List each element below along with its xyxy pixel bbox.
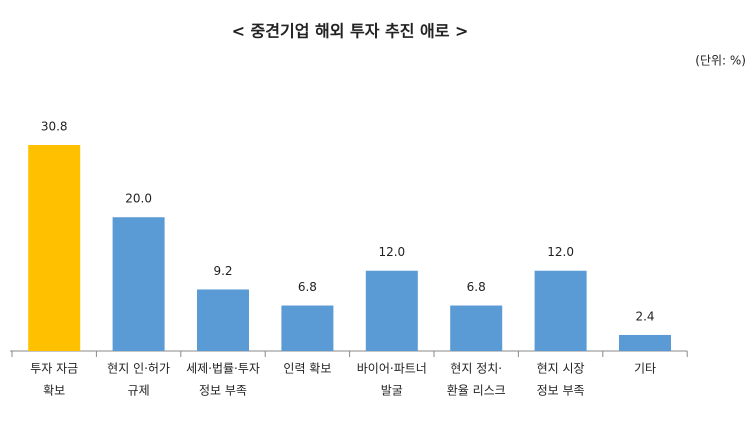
x-tick-label: 투자 자금 bbox=[30, 362, 78, 376]
x-tick-label: 현지 정치· bbox=[450, 362, 502, 376]
value-label: 6.8 bbox=[467, 280, 486, 294]
x-tick-label: 기타 bbox=[634, 362, 656, 376]
value-label: 2.4 bbox=[635, 309, 654, 323]
x-tick-label: 환율 리스크 bbox=[447, 384, 506, 398]
bar bbox=[197, 289, 249, 351]
x-tick-label: 현지 인·허가 bbox=[107, 362, 170, 376]
x-tick-label: 현지 시장 bbox=[537, 362, 585, 376]
bar bbox=[28, 145, 81, 351]
value-label: 30.8 bbox=[41, 120, 68, 134]
value-label: 12.0 bbox=[378, 245, 405, 259]
x-tick-label: 정보 부족 bbox=[199, 384, 247, 398]
bar bbox=[534, 270, 587, 351]
bar bbox=[365, 270, 418, 351]
x-tick-label: 확보 bbox=[43, 384, 65, 398]
x-tick-label: 발굴 bbox=[381, 384, 403, 398]
x-tick-label: 인력 확보 bbox=[283, 362, 331, 376]
value-label: 12.0 bbox=[547, 245, 574, 259]
bar bbox=[619, 334, 671, 351]
bar bbox=[112, 217, 165, 351]
chart-title: < 중견기업 해외 투자 추진 애로 > bbox=[232, 22, 469, 41]
x-tick-label: 세제·법률·투자 bbox=[186, 362, 260, 376]
value-label: 9.2 bbox=[213, 264, 232, 278]
x-tick-label: 규제 bbox=[128, 384, 150, 398]
unit-note: (단위: %) bbox=[695, 54, 746, 68]
bar bbox=[450, 305, 503, 351]
value-label: 6.8 bbox=[298, 280, 317, 294]
bar bbox=[281, 305, 334, 351]
x-tick-label: 바이어·파트너 bbox=[357, 362, 427, 376]
value-label: 20.0 bbox=[125, 192, 152, 206]
x-tick-label: 정보 부족 bbox=[537, 384, 585, 398]
